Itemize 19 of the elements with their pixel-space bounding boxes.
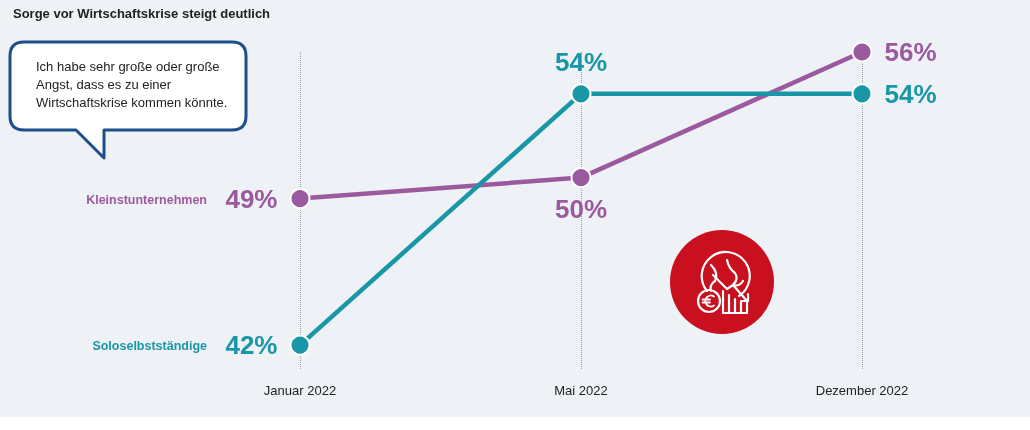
data-label: 56% bbox=[884, 37, 937, 67]
x-tick-label: Mai 2022 bbox=[554, 383, 608, 398]
data-label: 49% bbox=[225, 183, 278, 214]
point bbox=[851, 83, 873, 105]
point bbox=[289, 334, 311, 356]
data-label: 54% bbox=[554, 47, 608, 78]
annotation: Ich habe sehr große oder große Angst, dass es zu einer Wirtschaftskrise kommen könnte. bbox=[36, 58, 229, 112]
text: Soloselbstständige bbox=[92, 339, 208, 354]
x-tick-label: Dezember 2022 bbox=[815, 383, 909, 398]
data-label: 42% bbox=[225, 330, 278, 361]
data-label: 54% bbox=[884, 78, 937, 109]
x-tick-label: Januar 2022 bbox=[263, 383, 337, 398]
chart-title: Sorge vor Wirtschaftskrise steigt deutlich bbox=[13, 6, 271, 21]
data-label: 50% bbox=[554, 194, 608, 225]
point bbox=[570, 167, 592, 189]
point bbox=[851, 41, 873, 63]
point bbox=[289, 188, 311, 210]
text: Kleinstunternehmen bbox=[86, 192, 207, 207]
point bbox=[570, 83, 592, 105]
